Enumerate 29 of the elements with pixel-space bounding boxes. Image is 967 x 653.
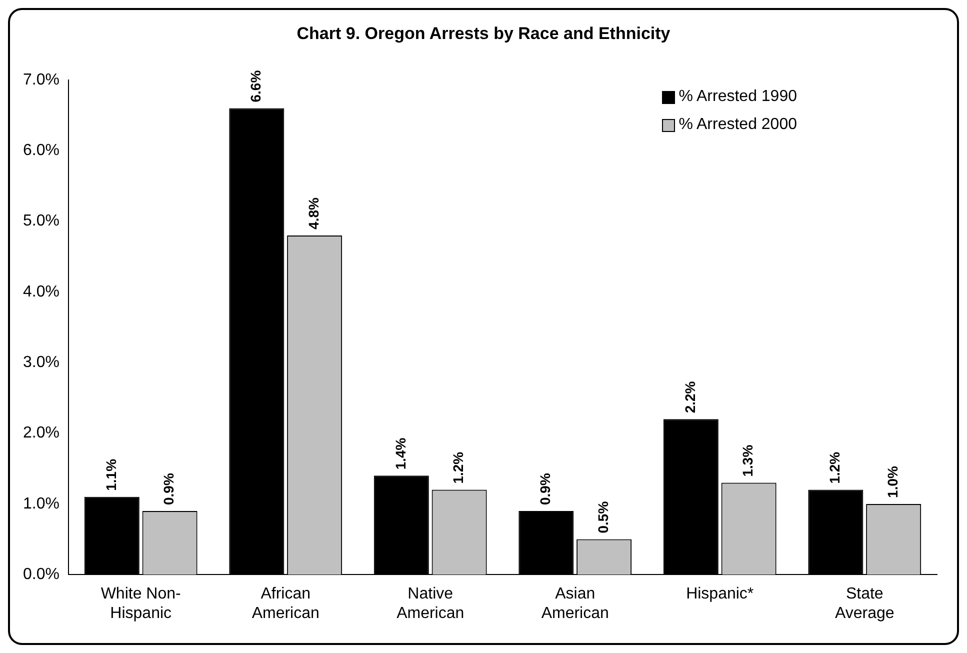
y-tick-label: 4.0% <box>23 283 60 300</box>
data-label: 1.2% <box>826 451 843 484</box>
data-label: 1.2% <box>450 451 466 484</box>
legend-label: % Arrested 2000 <box>678 116 797 134</box>
data-label: 1.3% <box>740 444 756 477</box>
data-label: 1.0% <box>884 465 900 498</box>
y-tick-label: 5.0% <box>23 212 60 230</box>
data-label: 0.9% <box>160 472 177 506</box>
x-tick-label: State Average <box>834 586 894 622</box>
y-tick-label: 3.0% <box>23 354 60 372</box>
y-tick-label: 6.0% <box>23 142 60 160</box>
legend-label: % Arrested 1990 <box>678 88 797 106</box>
x-tick-label: Native American <box>396 586 464 622</box>
data-label: 1.1% <box>102 458 119 491</box>
chart-title: Chart 9. Oregon Arrests by Race and Ethnicity <box>296 24 672 44</box>
data-label: 1.4% <box>392 437 408 470</box>
y-tick-label: 0.0% <box>23 566 60 584</box>
data-label: 4.8% <box>305 196 322 230</box>
x-tick-label: White Non- Hispanic <box>100 586 181 622</box>
x-tick-label: Hispanic* <box>686 586 754 603</box>
x-tick-label: Asian American <box>541 586 609 622</box>
data-label: 2.2% <box>682 380 698 414</box>
y-tick-label: 7.0% <box>23 71 60 88</box>
data-label: 0.9% <box>537 472 554 506</box>
y-tick-label: 1.0% <box>23 495 60 512</box>
y-tick-label: 2.0% <box>23 424 60 442</box>
data-label: 6.6% <box>248 70 264 102</box>
x-tick-label: African American <box>252 586 320 622</box>
data-label: 0.5% <box>594 500 611 534</box>
